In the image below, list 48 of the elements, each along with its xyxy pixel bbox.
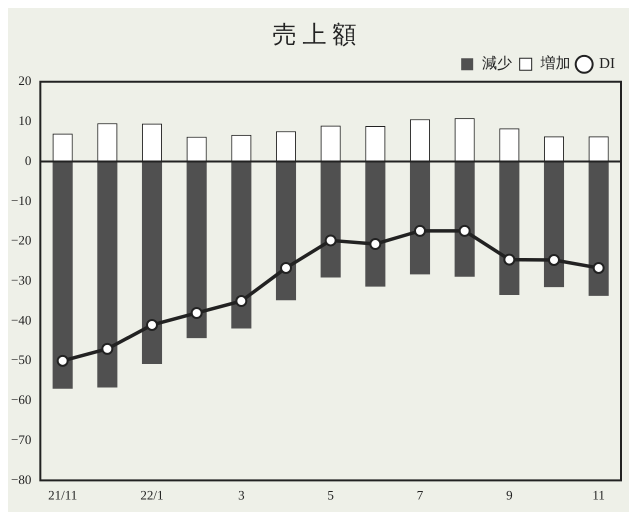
x-tick-label: 11: [592, 488, 605, 503]
y-tick-label: −70: [10, 432, 32, 447]
point: [280, 262, 292, 274]
bar: [231, 162, 252, 329]
y-tick-label: −80: [10, 472, 32, 487]
point: [146, 318, 158, 331]
legend-label: 減少: [482, 55, 512, 72]
x-tick-label: 3: [238, 488, 245, 503]
bar: [142, 162, 162, 364]
y-tick-label: 0: [24, 152, 32, 168]
point: [56, 354, 69, 367]
point: [324, 234, 337, 246]
bar: [410, 162, 430, 274]
y-tick-label: −20: [10, 232, 32, 248]
x-tick-label: 7: [416, 488, 424, 503]
point: [548, 254, 560, 266]
point: [414, 224, 426, 237]
point: [235, 295, 248, 308]
bar: [320, 162, 341, 278]
y-tick-label: 10: [18, 113, 32, 128]
y-tick-label: −40: [10, 312, 32, 328]
x-tick-label: 22/1: [140, 488, 164, 503]
point: [592, 262, 605, 274]
bar: [454, 162, 475, 277]
x-tick-label: 5: [327, 488, 334, 503]
bar: [97, 162, 118, 388]
bar: [186, 162, 207, 338]
y-tick-label: −30: [10, 272, 32, 288]
bar: [52, 162, 73, 389]
point: [101, 342, 114, 355]
x-tick-label: 21/11: [48, 488, 78, 503]
bar: [544, 162, 564, 288]
point: [503, 254, 516, 266]
legend-label: 増加: [540, 55, 571, 72]
bar: [588, 162, 609, 296]
bar: [499, 162, 520, 296]
y-tick-label: −10: [10, 192, 32, 208]
chart-title: 売 上 額: [272, 22, 356, 49]
point: [458, 224, 471, 237]
point: [190, 306, 203, 319]
point: [369, 238, 382, 250]
x-tick-label: 9: [506, 488, 513, 503]
y-tick-label: −60: [10, 392, 32, 408]
bar: [276, 162, 296, 300]
bar: [365, 162, 386, 287]
legend-label: DI: [599, 56, 616, 72]
y-tick-label: 20: [18, 73, 32, 88]
y-tick-label: −50: [10, 352, 32, 368]
